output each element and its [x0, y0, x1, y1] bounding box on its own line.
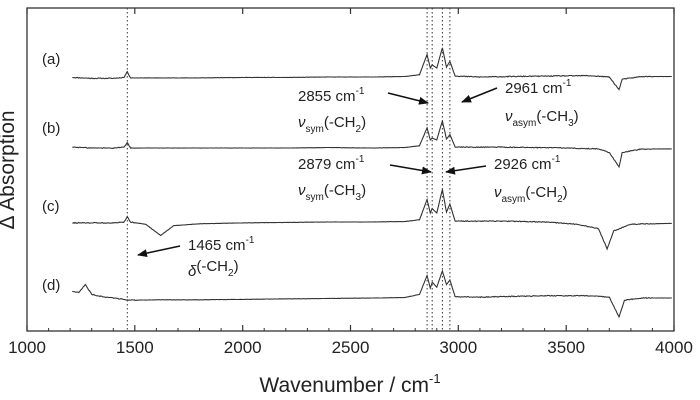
x-tick-label-2000: 2000 — [224, 338, 262, 357]
spectrum-trace-a — [72, 47, 672, 92]
annotation-2855: 2855 cm-1 νsym(-CH2) — [298, 86, 366, 135]
x-tick-label-1000: 1000 — [8, 338, 46, 357]
annotation-2926-value: 2926 cm-1 — [494, 154, 561, 173]
arrow-2879 — [389, 164, 432, 175]
annotation-1465-value: 1465 cm-1 — [188, 235, 255, 254]
annotation-2879-mode: νsym(-CH3) — [298, 182, 366, 203]
spectrum-trace-d — [72, 269, 672, 319]
x-tick-label-4000: 4000 — [655, 338, 693, 357]
reference-lines — [126, 8, 451, 331]
x-axis-ticks: 1000 1500 2000 2500 3000 3500 4000 — [8, 8, 693, 357]
annotation-2926: 2926 cm-1 νasym(-CH2) — [494, 154, 568, 205]
annotation-2855-mode: νsym(-CH2) — [298, 114, 366, 135]
x-tick-label-3500: 3500 — [547, 338, 585, 357]
trace-label-b: (b) — [42, 120, 60, 137]
annotation-2961-mode: νasym(-CH3) — [505, 108, 579, 129]
spectra-traces — [72, 47, 672, 319]
annotation-2961: 2961 cm-1 νasym(-CH3) — [505, 78, 579, 129]
x-tick-label-3000: 3000 — [439, 338, 477, 357]
annotation-1465-mode: δ(-CH2) — [188, 258, 239, 280]
x-axis-title: Wavenumber / cm-1 — [259, 371, 440, 397]
y-axis-title: Δ Absorption — [0, 110, 19, 229]
x-tick-label-1500: 1500 — [116, 338, 154, 357]
arrow-2961 — [461, 87, 498, 103]
annotation-2926-mode: νasym(-CH2) — [494, 184, 568, 205]
trace-label-d: (d) — [42, 277, 60, 294]
annotation-2961-value: 2961 cm-1 — [505, 78, 572, 97]
annotation-2879: 2879 cm-1 νsym(-CH3) — [298, 154, 366, 203]
annotation-2879-value: 2879 cm-1 — [298, 154, 365, 173]
trace-label-a: (a) — [42, 51, 60, 68]
arrow-2926 — [445, 165, 487, 175]
trace-label-c: (c) — [42, 198, 60, 215]
spectrum-trace-b — [72, 120, 672, 169]
spectrum-trace-c — [72, 189, 672, 251]
annotation-2855-value: 2855 cm-1 — [298, 86, 365, 105]
annotation-1465: 1465 cm-1 δ(-CH2) — [188, 235, 255, 280]
arrow-2855 — [387, 92, 429, 105]
arrow-1465 — [137, 245, 181, 258]
x-tick-label-2500: 2500 — [332, 338, 370, 357]
